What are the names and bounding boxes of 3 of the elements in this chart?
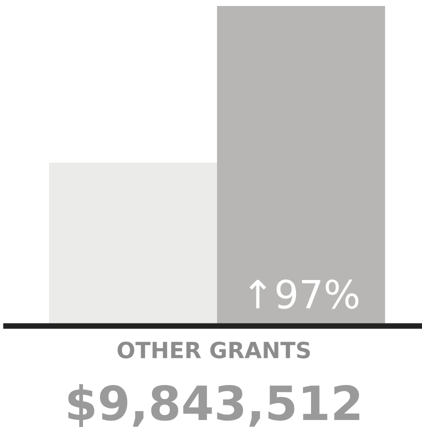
- annotation: ↑97%: [249, 279, 358, 309]
- text: $9,843,512: [68, 384, 360, 427]
- text: OTHER GRANTS: [118, 342, 310, 358]
